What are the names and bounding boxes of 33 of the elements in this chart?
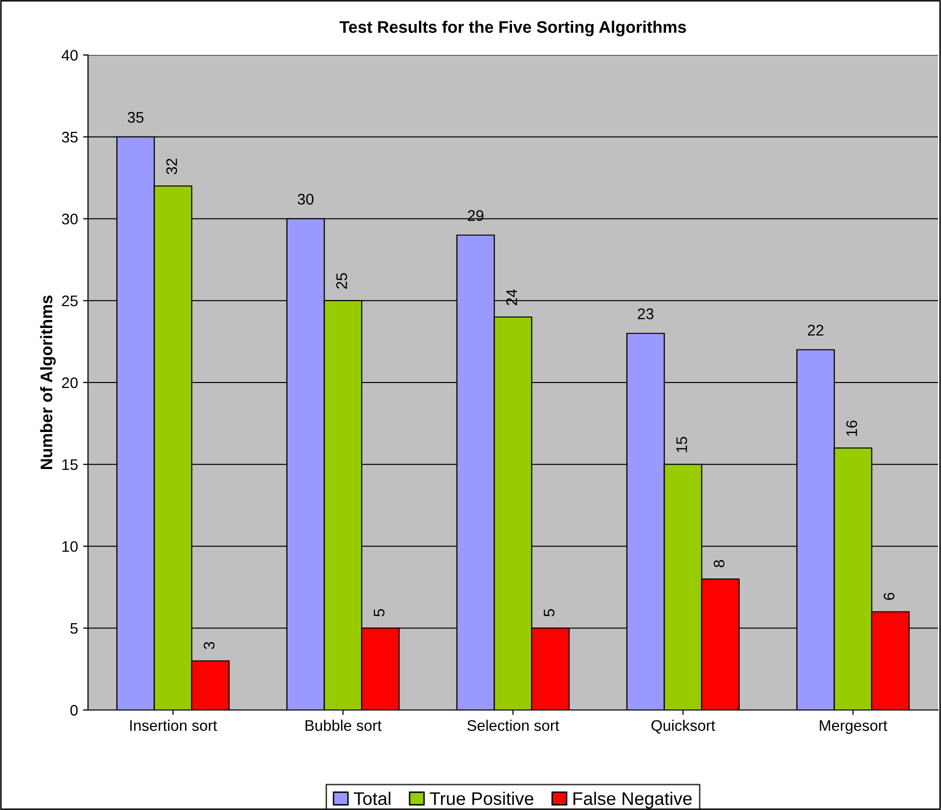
y-tick-label: 0 (70, 704, 78, 716)
legend-label: True Positive (430, 792, 534, 806)
y-tick-label: 30 (62, 214, 78, 224)
y-tick-label: 15 (62, 459, 78, 470)
y-axis-title: Number of Algorithms (40, 296, 56, 470)
x-tick-label: Bubble sort (306, 720, 382, 731)
data-label: 23 (638, 308, 654, 320)
data-label: 24 (506, 289, 517, 306)
data-label: 5 (544, 609, 554, 616)
x-tick-label: Insertion sort (130, 720, 218, 731)
y-tick-label: 10 (62, 541, 78, 552)
x-tick-label: Selection sort (467, 720, 560, 731)
data-label: 15 (676, 436, 688, 452)
data-label: 25 (336, 273, 348, 289)
data-label: 16 (846, 420, 858, 436)
data-label: 3 (204, 642, 214, 650)
data-label: 8 (714, 560, 724, 568)
data-label: 35 (128, 112, 144, 123)
x-tick-label: Mergesort (820, 720, 888, 734)
data-label: 5 (374, 609, 384, 616)
y-tick-label: 40 (62, 50, 78, 61)
data-label: 30 (298, 194, 314, 205)
y-tick-label: 20 (62, 377, 78, 388)
y-tick-label: 25 (62, 295, 78, 306)
y-tick-label: 35 (62, 132, 78, 143)
y-tick-label: 5 (70, 623, 78, 634)
chart-title: Test Results for the Five Sorting Algorithms (340, 20, 686, 36)
data-label: 22 (808, 324, 824, 336)
data-label: 6 (884, 592, 894, 600)
legend-label: False Negative (574, 792, 692, 809)
data-label: 32 (166, 158, 178, 174)
legend-label: Total (354, 792, 390, 806)
x-tick-label: Quicksort (651, 720, 716, 734)
